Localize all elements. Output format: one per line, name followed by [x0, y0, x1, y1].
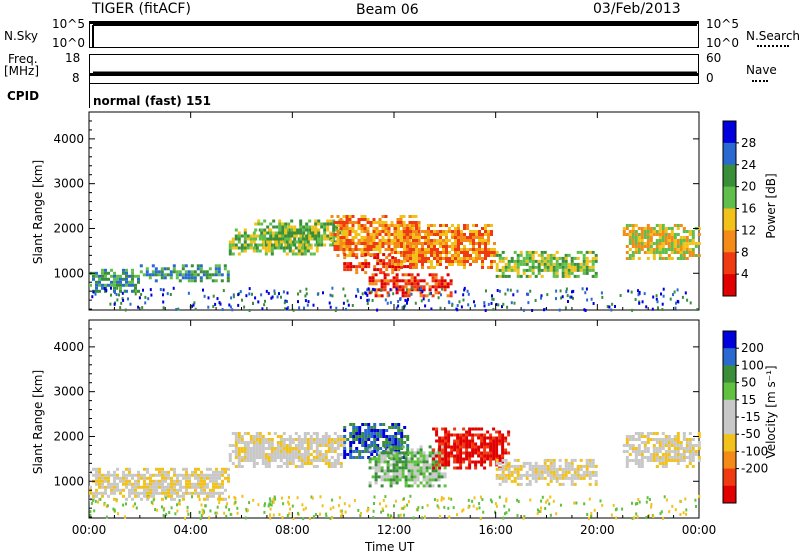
power-y-tick-label: 4000 — [53, 132, 84, 146]
x-tick-label: 04:00 — [173, 523, 208, 537]
velocity-colorbar-tick-label: 50 — [741, 376, 756, 390]
nsearch-label: N.Search — [746, 29, 800, 43]
velocity-ylabel: Slant Range [km] — [31, 369, 45, 475]
power-colorbar-segment — [723, 274, 736, 297]
power-colorbar-tick-label: 28 — [741, 136, 756, 150]
velocity-y-tick-label: 3000 — [53, 385, 84, 399]
power-colorbar-segment — [723, 142, 736, 166]
power-colorbar-tick-label: 20 — [741, 180, 756, 194]
freq-tick-top: 18 — [65, 51, 81, 65]
date-title: 03/Feb/2013 — [593, 1, 681, 17]
velocity-colorbar-segment — [723, 348, 736, 366]
nave-label: Nave — [746, 63, 777, 77]
velocity-colorbar-tick-label: 100 — [741, 358, 764, 372]
power-colorbar-segment — [723, 186, 736, 209]
power-data-band — [330, 215, 421, 257]
cpid-value: normal (fast) 151 — [93, 94, 211, 108]
nsky-tick-top: 10^5 — [52, 17, 85, 31]
velocity-colorbar-segment — [723, 434, 736, 452]
power-scatter-points — [91, 286, 699, 312]
power-colorbar-segment — [723, 121, 736, 144]
beam-title: Beam 06 — [356, 2, 419, 18]
x-tick-label: 00:00 — [682, 523, 717, 537]
cpid-divider — [89, 84, 90, 108]
velocity-colorbar-segment — [723, 451, 736, 470]
velocity-colorbar-segment — [723, 382, 736, 401]
velocity-colorbar-tick-label: 15 — [741, 393, 756, 407]
nave-legend-line — [752, 80, 768, 82]
power-data-band — [622, 224, 701, 260]
power-colorbar-tick-label: 16 — [741, 202, 756, 216]
power-colorbar-label: Power [dB] — [764, 173, 778, 239]
velocity-colorbar-segment — [723, 485, 736, 504]
nsky-tick-bottom: 10^0 — [52, 36, 85, 50]
power-y-tick-label: 3000 — [53, 177, 84, 191]
power-data-band — [495, 250, 598, 278]
velocity-data-band — [622, 432, 701, 468]
x-tick-label: 16:00 — [478, 523, 513, 537]
velocity-colorbar-segment — [723, 399, 736, 418]
power-colorbar-segment — [723, 230, 736, 253]
nsearch-tick-top: 10^5 — [706, 17, 739, 31]
velocity-y-tick-label: 4000 — [53, 340, 84, 354]
velocity-colorbar-segment — [723, 365, 736, 384]
power-data-band — [343, 253, 410, 275]
freq-label-line2: [MHz] — [4, 64, 40, 78]
velocity-colorbar-tick-label: -50 — [741, 427, 761, 441]
power-colorbar-tick-label: 12 — [741, 223, 756, 237]
freq-tick-bottom: 8 — [72, 71, 80, 85]
cpid-label: CPID — [7, 89, 40, 103]
velocity-colorbar-tick-label: 200 — [741, 341, 764, 355]
x-tick-label: 20:00 — [580, 523, 615, 537]
velocity-data-band — [432, 427, 511, 470]
x-tick-label: 12:00 — [377, 523, 412, 537]
x-tick-label: 08:00 — [275, 523, 310, 537]
power-colorbar-tick-label: 4 — [741, 267, 749, 281]
freq-label-line1: Freq. — [8, 52, 38, 66]
nsky-label: N.Sky — [4, 29, 39, 43]
power-y-tick-label: 2000 — [53, 221, 84, 235]
power-data-band — [89, 268, 140, 293]
radar-title: TIGER (fitACF) — [92, 1, 191, 17]
power-data-band — [394, 224, 496, 269]
power-ylabel: Slant Range [km] — [31, 159, 45, 265]
velocity-data-band — [89, 467, 230, 501]
velocity-y-tick-label: 1000 — [53, 474, 84, 488]
velocity-colorbar-segment — [723, 417, 736, 435]
power-colorbar-segment — [723, 164, 736, 188]
velocity-y-tick-label: 2000 — [53, 429, 84, 443]
velocity-colorbar-segment — [723, 331, 736, 349]
nave-tick-bottom: 0 — [706, 71, 714, 85]
nave-tick-top: 60 — [706, 51, 722, 65]
power-colorbar-tick-label: 24 — [741, 158, 756, 172]
power-y-tick-label: 1000 — [53, 266, 84, 280]
velocity-scatter-points — [89, 494, 701, 521]
nsearch-legend-line — [757, 45, 789, 47]
power-data-band — [139, 264, 230, 283]
velocity-colorbar-label: Velocity [m s⁻¹] — [764, 365, 778, 459]
velocity-data-band — [495, 458, 598, 486]
velocity-colorbar-segment — [723, 468, 736, 487]
x-axis-label: Time UT — [365, 540, 415, 554]
velocity-data-band — [228, 432, 346, 468]
nsearch-tick-bottom: 10^0 — [706, 36, 739, 50]
velocity-colorbar-tick-label: -15 — [741, 410, 761, 424]
power-colorbar-tick-label: 8 — [741, 245, 749, 259]
power-colorbar-segment — [723, 208, 736, 231]
power-colorbar-segment — [723, 252, 736, 275]
velocity-colorbar-tick-label: -100 — [741, 444, 768, 458]
velocity-colorbar-tick-label: -200 — [741, 462, 768, 476]
x-tick-label: 00:00 — [72, 523, 107, 537]
